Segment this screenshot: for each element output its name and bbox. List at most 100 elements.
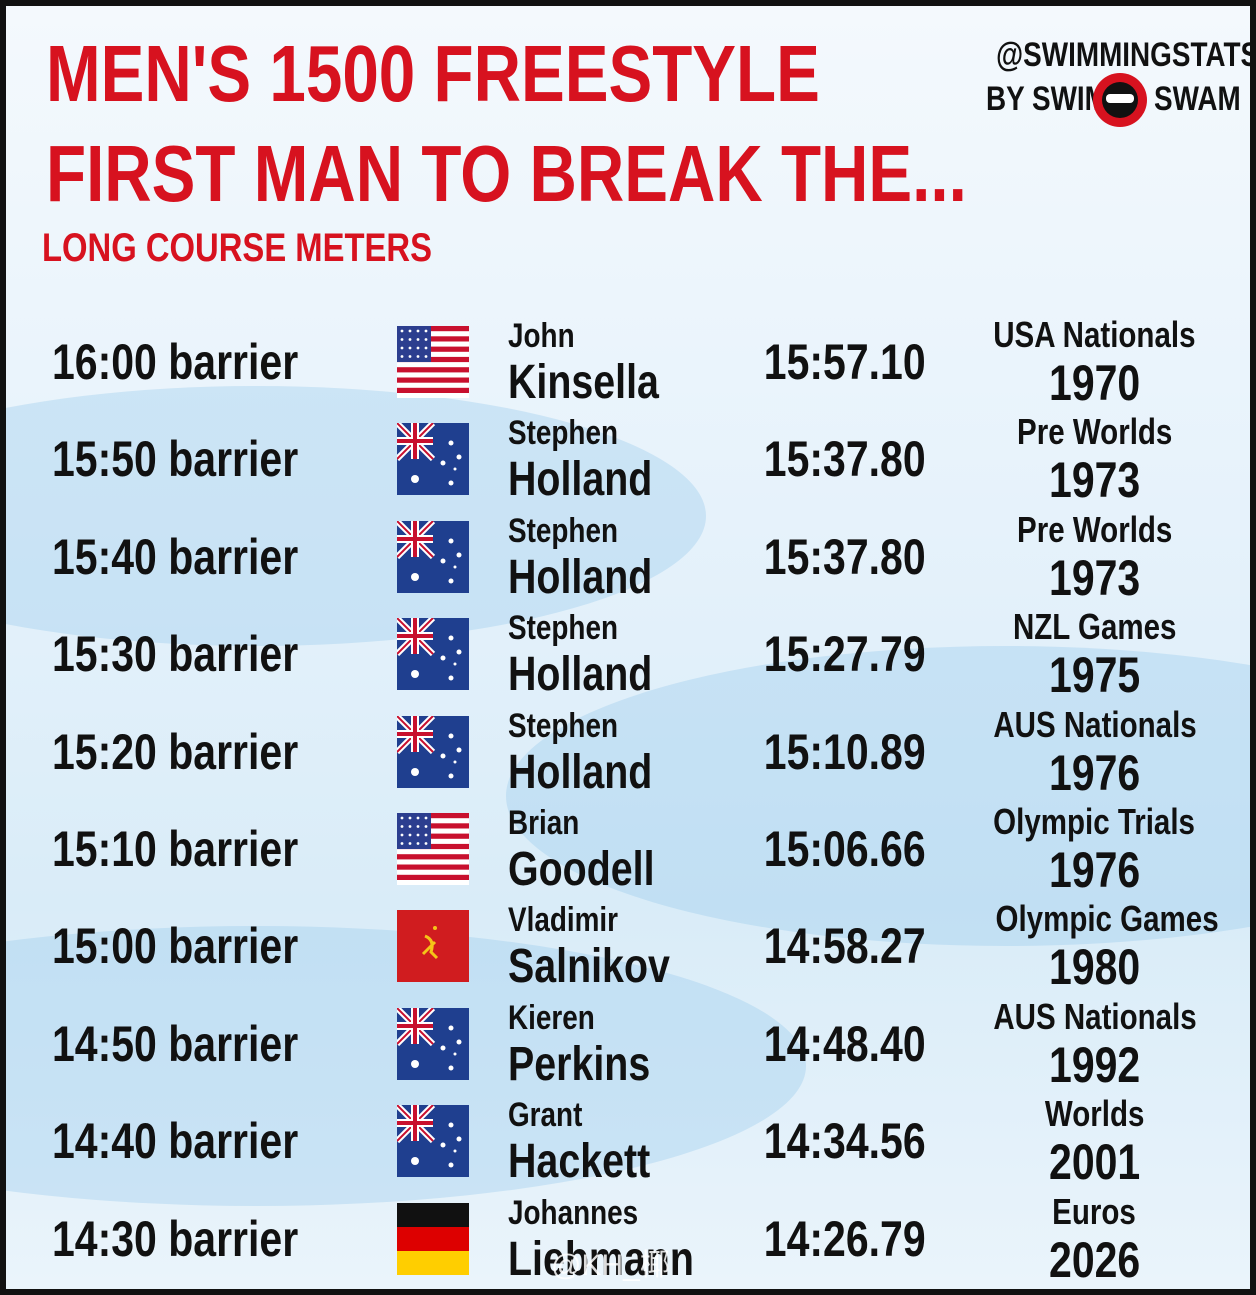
first-name: Stephen <box>508 514 642 548</box>
barrier: 15:10 barrier <box>52 824 352 874</box>
first-name: John <box>508 319 589 353</box>
brand-logo <box>1093 73 1147 127</box>
text: Brian <box>508 804 580 842</box>
text: 15:27.79 <box>764 626 926 683</box>
last-name: Holland <box>508 748 684 797</box>
time: 15:10.89 <box>734 727 956 777</box>
meet: Pre Worlds <box>971 508 1218 550</box>
text: 14:58.27 <box>764 918 926 975</box>
text: Pre Worlds <box>1016 411 1173 453</box>
text: Holland <box>508 648 653 702</box>
meet: Olympic Games <box>971 901 1218 937</box>
text: 1980 <box>1048 939 1141 996</box>
text: Goodell <box>508 843 655 896</box>
last-name: Holland <box>508 456 684 504</box>
text: John <box>508 317 575 355</box>
year: 1973 <box>971 455 1218 505</box>
time: 14:26.79 <box>734 1214 956 1264</box>
last-name: Perkins <box>508 1040 681 1089</box>
text: AUS Nationals <box>993 703 1197 745</box>
meet: USA Nationals <box>971 317 1218 353</box>
text: 14:34.56 <box>764 1113 926 1170</box>
text: Vladimir <box>508 901 619 940</box>
text: 16:00 barrier <box>52 334 299 390</box>
text: Johannes <box>508 1193 639 1232</box>
text: Salnikov <box>508 940 670 994</box>
text: Kieren <box>508 998 595 1037</box>
last-name: Liebmann <box>508 1235 735 1284</box>
flag <box>397 520 469 593</box>
text: 15:10 barrier <box>52 821 299 877</box>
brand-handle: @SWIMMINGSTATS <box>996 36 1256 74</box>
text: 14:30 barrier <box>52 1210 299 1267</box>
text: 1973 <box>1048 549 1141 606</box>
flag <box>397 910 469 983</box>
meet: Euros <box>971 1193 1218 1230</box>
title-line: MEN'S 1500 FREESTYLE <box>46 29 820 118</box>
flag <box>397 423 469 496</box>
text: Olympic Trials <box>993 801 1196 842</box>
text: Kinsella <box>508 356 659 409</box>
text: 2026 <box>1048 1231 1141 1288</box>
last-name: Holland <box>508 553 684 602</box>
time: 14:58.27 <box>734 921 956 971</box>
text: 2001 <box>1048 1134 1141 1191</box>
text: 14:50 barrier <box>52 1015 299 1072</box>
barrier: 14:30 barrier <box>52 1214 352 1264</box>
first-name: Stephen <box>508 611 642 645</box>
time: 15:57.10 <box>734 337 956 387</box>
text: Pre Worlds <box>1016 508 1173 550</box>
watermark: @KH_椰 <box>551 1249 670 1282</box>
text: USA Nationals <box>993 314 1196 355</box>
flag <box>397 326 469 398</box>
brand-left: BY SWIM <box>986 80 1108 118</box>
text: NZL Games <box>1012 606 1177 648</box>
text: AUS Nationals <box>993 995 1197 1037</box>
text: 14:26.79 <box>764 1210 926 1267</box>
last-name: Goodell <box>508 846 687 894</box>
meet: Worlds <box>971 1096 1218 1132</box>
first-name: Johannes <box>508 1196 667 1230</box>
year: 1973 <box>971 553 1218 603</box>
barrier: 14:50 barrier <box>52 1019 352 1069</box>
subtitle: LONG COURSE METERS <box>42 226 432 270</box>
barrier: 16:00 barrier <box>52 337 352 387</box>
year: 1992 <box>971 1040 1218 1090</box>
flag <box>397 1202 469 1275</box>
text: 15:57.10 <box>764 334 926 390</box>
barrier: 15:00 barrier <box>52 921 352 971</box>
barrier: 15:30 barrier <box>52 629 352 679</box>
text: 15:37.80 <box>764 431 926 488</box>
text: 15:37.80 <box>764 528 926 585</box>
year: 1970 <box>971 358 1218 408</box>
barrier: 15:50 barrier <box>52 434 352 484</box>
text: 15:40 barrier <box>52 528 299 585</box>
text: Worlds <box>1044 1093 1145 1135</box>
brand-right: SWAM <box>1154 80 1241 118</box>
first-name: Brian <box>508 806 595 840</box>
time: 15:37.80 <box>734 434 956 484</box>
barrier: 14:40 barrier <box>52 1116 352 1166</box>
text: 1976 <box>1048 744 1141 801</box>
first-name: Stephen <box>508 416 642 450</box>
year: 1975 <box>971 650 1218 700</box>
text: Holland <box>508 453 653 507</box>
first-name: Grant <box>508 1098 599 1132</box>
meet: Pre Worlds <box>971 414 1218 450</box>
text: Grant <box>508 1096 583 1135</box>
text: Hackett <box>508 1135 651 1189</box>
last-name: Hackett <box>508 1138 681 1186</box>
year: 2026 <box>971 1235 1218 1285</box>
barrier: 15:20 barrier <box>52 727 352 777</box>
text: Stephen <box>508 609 618 648</box>
text: 1992 <box>1048 1036 1141 1093</box>
flag <box>397 618 469 691</box>
time: 15:06.66 <box>734 824 956 874</box>
meet: Olympic Trials <box>971 804 1218 840</box>
flag <box>397 813 469 885</box>
text: 15:50 barrier <box>52 431 299 488</box>
title-line: FIRST MAN TO BREAK THE... <box>46 129 967 218</box>
text: Stephen <box>508 706 618 745</box>
time: 15:37.80 <box>734 532 956 582</box>
text: 14:40 barrier <box>52 1113 299 1170</box>
